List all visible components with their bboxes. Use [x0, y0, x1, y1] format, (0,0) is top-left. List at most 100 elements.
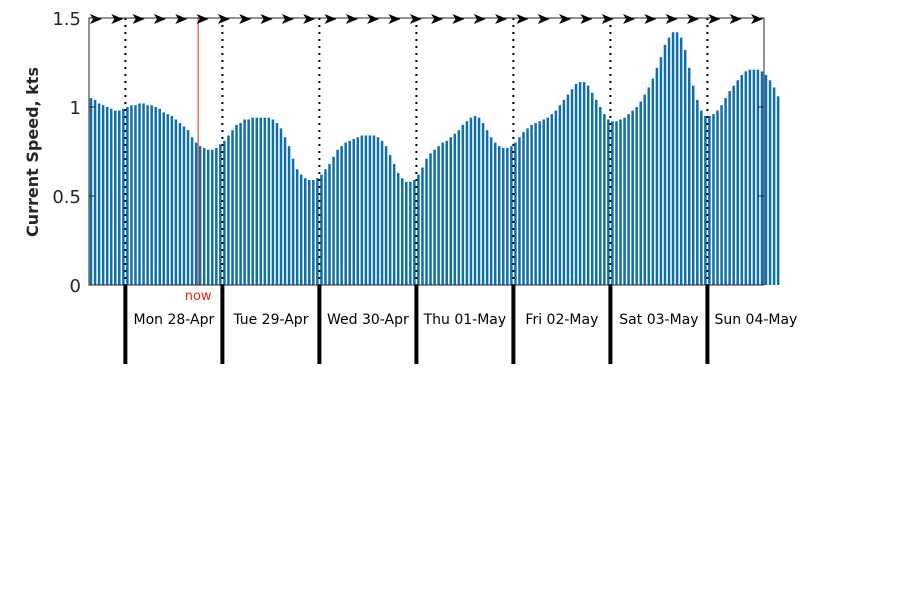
speed-bar [599, 107, 602, 285]
direction-arrow [324, 14, 337, 24]
speed-bar [396, 172, 400, 285]
speed-bar [506, 147, 509, 285]
speed-bar [558, 105, 562, 285]
speed-bar [457, 130, 461, 285]
speed-bar [186, 130, 190, 285]
speed-bar [239, 123, 242, 286]
speed-bar [469, 117, 473, 286]
speed-bar [401, 178, 404, 285]
speed-bar [134, 105, 137, 285]
speed-bar [336, 149, 339, 285]
speed-bar [639, 101, 642, 285]
speed-bar [114, 110, 117, 285]
speed-bar [259, 117, 263, 286]
speed-bar [320, 174, 323, 285]
speed-bar [764, 74, 768, 286]
speed-bar [364, 135, 368, 285]
speed-bar [215, 147, 218, 285]
speed-bar [166, 114, 170, 286]
speed-bar [554, 110, 558, 285]
speed-bar [158, 108, 161, 285]
speed-bar [655, 67, 659, 285]
speed-bar [611, 121, 614, 286]
speed-bar [316, 178, 319, 285]
direction-arrow [473, 14, 486, 24]
speed-bar [287, 146, 291, 285]
speed-bar [465, 121, 469, 286]
speed-bar [267, 117, 271, 286]
speed-bar [748, 69, 752, 286]
speed-bar [708, 115, 711, 286]
speed-bar [692, 85, 695, 285]
speed-bar [700, 110, 703, 285]
speed-bar [295, 169, 299, 285]
speed-bar [299, 174, 303, 285]
direction-arrow [623, 14, 636, 24]
speed-bar [392, 163, 396, 285]
direction-arrow [495, 14, 508, 24]
now-label: now [185, 289, 212, 304]
speed-bar [538, 121, 541, 286]
speed-bar [651, 78, 655, 286]
speed-bar [752, 69, 756, 286]
direction-arrows-layer [90, 14, 763, 24]
speed-bar [675, 32, 679, 285]
speed-bar [372, 135, 376, 285]
direction-arrow [409, 14, 422, 24]
speed-bar [441, 142, 444, 285]
speed-bar [384, 146, 388, 285]
speed-bar [615, 121, 618, 286]
direction-arrow [303, 14, 316, 24]
day-dividers-layer [124, 18, 709, 285]
speed-bar [582, 82, 586, 285]
direction-arrow [281, 14, 294, 24]
speed-bar [271, 119, 275, 286]
direction-arrow [260, 14, 273, 24]
speed-bar [667, 37, 671, 285]
speed-bar [344, 142, 347, 285]
day-label: Tue 29-Apr [232, 312, 308, 328]
speed-bar [380, 140, 384, 285]
speed-bar [631, 110, 634, 285]
direction-arrow [751, 14, 763, 24]
speed-bar [445, 140, 448, 285]
speed-bar [138, 103, 141, 285]
direction-arrow [559, 14, 572, 24]
speed-bar [348, 140, 351, 285]
direction-arrow [111, 14, 124, 24]
speed-bar [566, 94, 570, 285]
speed-bar [247, 119, 250, 286]
speed-bar [162, 112, 166, 285]
speed-bar [586, 85, 590, 285]
speed-bar [206, 149, 210, 285]
speed-bar [312, 179, 315, 285]
direction-arrow [239, 14, 252, 24]
speed-bar [712, 114, 715, 286]
speed-bar [255, 117, 258, 286]
speed-bar [332, 156, 335, 285]
speed-bar [696, 99, 699, 285]
speed-bar [514, 142, 517, 285]
speed-bar [178, 123, 182, 286]
day-label: Sun 04-May [714, 312, 797, 328]
speed-bar [489, 137, 493, 285]
day-axis: Mon 28-Apr Tue 29-Apr Wed 30-Apr Thu 01-May… [123, 285, 797, 364]
speed-bar [109, 108, 113, 285]
speed-bar [683, 50, 687, 285]
speed-bar [126, 107, 129, 285]
speed-bar [744, 71, 748, 286]
speed-bar [130, 105, 133, 285]
direction-arrow [196, 14, 209, 24]
speed-bar [704, 115, 707, 286]
day-label: Mon 28-Apr [134, 312, 215, 328]
speed-bar [190, 137, 194, 285]
bars-layer [89, 32, 780, 286]
speed-bar [89, 98, 93, 285]
speed-bar [578, 82, 582, 285]
speed-bar [724, 98, 727, 285]
now-marker-layer: now [185, 18, 212, 304]
speed-bar [542, 119, 545, 286]
speed-bar [101, 105, 105, 285]
speed-bar [776, 96, 780, 285]
